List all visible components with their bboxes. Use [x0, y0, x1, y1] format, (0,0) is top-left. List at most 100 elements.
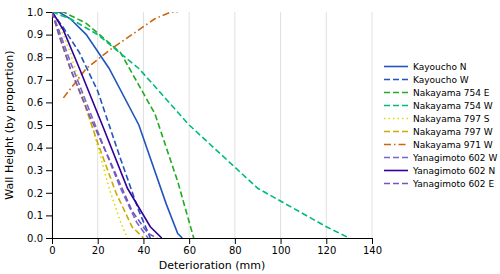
grid-line	[280, 12, 281, 238]
legend-item: Nakayama 754 E	[384, 88, 490, 98]
grid	[52, 12, 372, 238]
tick-label: 0	[49, 245, 55, 256]
chart: 0204060801001201400.00.10.20.30.40.50.60…	[0, 0, 500, 274]
tick-mark	[46, 215, 52, 216]
legend-label: Nakayama 971 W	[413, 140, 493, 150]
legend-item: Kayoucho N	[384, 62, 467, 72]
tick: 20	[92, 238, 105, 256]
tick: 100	[272, 238, 291, 256]
grid-line	[372, 12, 373, 238]
legend-swatch	[384, 92, 408, 94]
legend-item: Yanagimoto 602 E	[384, 179, 494, 189]
tick-mark	[98, 238, 99, 244]
y-axis-title: Wall Height (by proportion)	[3, 50, 16, 199]
x-axis: 0 20 40 60 80 100 120 140	[49, 238, 382, 256]
tick: 80	[229, 238, 242, 256]
legend-label: Yanagimoto 602 W	[412, 153, 497, 163]
tick: 0.2	[27, 188, 52, 199]
tick-label: 0.3	[27, 165, 43, 176]
legend-swatch	[384, 144, 408, 146]
tick-label: 40	[138, 245, 151, 256]
legend-label: Yanagimoto 602 E	[412, 179, 494, 189]
legend-swatch	[384, 157, 408, 159]
series-line	[52, 12, 148, 238]
tick-label: 0.8	[27, 52, 43, 63]
legend-swatch	[384, 105, 408, 107]
legend-swatch	[384, 170, 408, 172]
tick-label: 140	[363, 245, 382, 256]
grid-line	[97, 12, 98, 238]
legend-label: Nakayama 797 S	[413, 114, 490, 124]
legend-label: Nakayama 754 W	[413, 101, 493, 111]
tick-mark	[326, 238, 327, 244]
tick-label: 0.7	[27, 75, 43, 86]
tick: 0.5	[27, 120, 52, 131]
series-line	[63, 12, 177, 98]
legend-swatch	[384, 183, 408, 185]
tick: 0.4	[27, 142, 52, 153]
tick-label: 1.0	[27, 7, 43, 18]
tick-label: 0.1	[27, 210, 43, 221]
axis-line	[46, 13, 53, 239]
legend-label: Nakayama 797 W	[413, 127, 493, 137]
tick-label: 0.6	[27, 97, 43, 108]
tick: 60	[183, 238, 196, 256]
tick: 140	[363, 238, 382, 256]
grid-line	[326, 12, 327, 238]
series-line	[52, 12, 182, 238]
legend-label: Nakayama 754 E	[413, 88, 490, 98]
y-axis: 0.0 0.1 0.2 0.3 0.4 0.5 0.6 0.7 0.8 0.9 1.0	[27, 7, 52, 244]
tick-label: 80	[229, 245, 242, 256]
tick-mark	[281, 238, 282, 244]
legend-item: Nakayama 971 W	[384, 140, 493, 150]
grid-line	[234, 12, 235, 238]
legend-item: Yanagimoto 602 N	[384, 166, 495, 176]
tick-label: 0.2	[27, 188, 43, 199]
series-line	[52, 12, 157, 238]
tick-mark	[46, 193, 52, 194]
tick-mark	[372, 238, 373, 244]
legend-item: Yanagimoto 602 W	[384, 153, 497, 163]
tick-mark	[143, 238, 144, 244]
legend-swatch	[384, 118, 408, 120]
tick-mark	[46, 12, 52, 13]
grid-line	[143, 12, 144, 238]
tick-label: 0.0	[27, 233, 43, 244]
lines	[52, 12, 349, 238]
tick: 0.3	[27, 165, 52, 176]
legend-swatch	[384, 66, 408, 68]
tick-label: 20	[92, 245, 105, 256]
tick: 40	[138, 238, 151, 256]
tick-label: 0.4	[27, 142, 43, 153]
legend-label: Yanagimoto 602 N	[412, 166, 495, 176]
tick: 0.6	[27, 97, 52, 108]
legend-item: Nakayama 797 S	[384, 114, 490, 124]
axis-line	[53, 239, 373, 245]
legend: Kayoucho N Kayoucho W Nakayama 754 E Nakaya…	[384, 62, 497, 189]
tick-mark	[46, 35, 52, 36]
legend-item: Kayoucho W	[384, 75, 469, 85]
legend-swatch	[384, 131, 408, 133]
tick: 0.7	[27, 75, 52, 86]
series-line	[52, 12, 349, 238]
tick: 0.8	[27, 52, 52, 63]
tick-label: 0.9	[27, 29, 43, 40]
tick-mark	[235, 238, 236, 244]
legend-item: Nakayama 754 W	[384, 101, 493, 111]
plot: 0204060801001201400.00.10.20.30.40.50.60…	[27, 7, 382, 256]
series-line	[52, 12, 150, 238]
x-axis-title: Deterioration (mm)	[159, 259, 265, 272]
tick: 0	[49, 238, 55, 256]
tick-label: 60	[183, 245, 196, 256]
tick-mark	[189, 238, 190, 244]
tick-mark	[46, 148, 52, 149]
tick-mark	[46, 102, 52, 103]
tick-mark	[46, 57, 52, 58]
tick-mark	[46, 125, 52, 126]
tick: 120	[317, 238, 336, 256]
tick: 0.1	[27, 210, 52, 221]
legend-label: Kayoucho N	[413, 62, 467, 72]
tick-label: 0.5	[27, 120, 43, 131]
tick: 1.0	[27, 7, 52, 18]
legend-label: Kayoucho W	[413, 75, 469, 85]
